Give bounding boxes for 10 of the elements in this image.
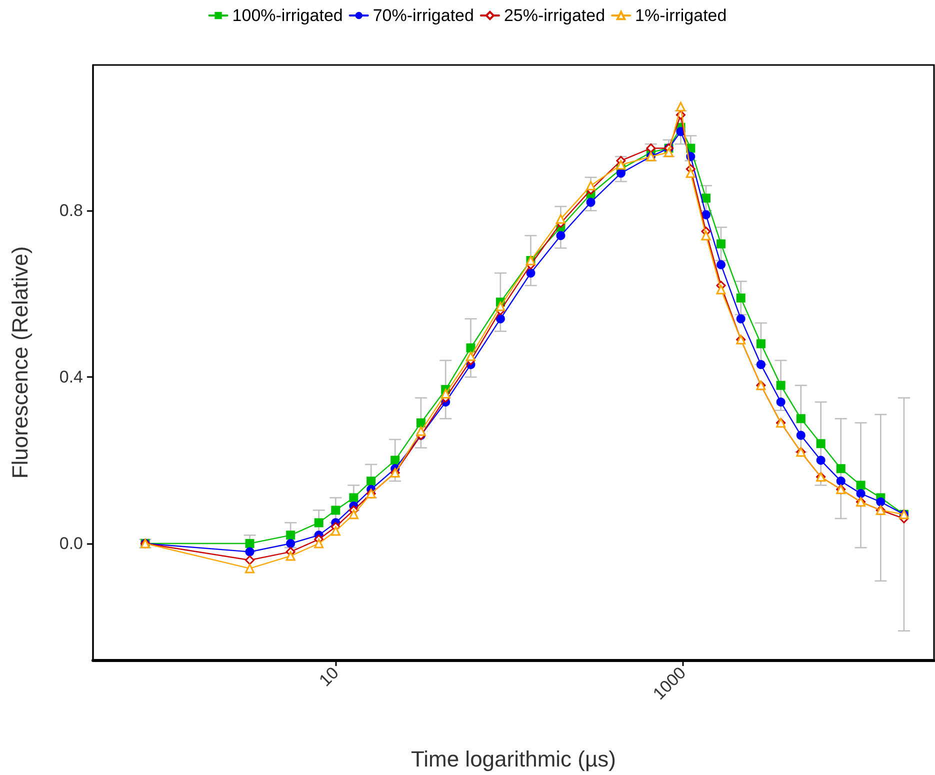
y-axis-title: Fluorescence (Relative)	[8, 246, 32, 479]
x-axis-title: Time logarithmic (µs)	[411, 746, 616, 772]
y-tick-label: 0.4	[59, 368, 83, 387]
legend-label: 1%-irrigated	[635, 6, 727, 25]
legend-label: 25%-irrigated	[504, 6, 606, 25]
legend-label: 70%-irrigated	[372, 6, 474, 25]
y-tick-label: 0.0	[59, 534, 83, 553]
y-tick-label: 0.8	[59, 201, 83, 220]
x-tick-label: 10	[316, 663, 342, 690]
legend-label: 100%-irrigated	[232, 6, 343, 25]
